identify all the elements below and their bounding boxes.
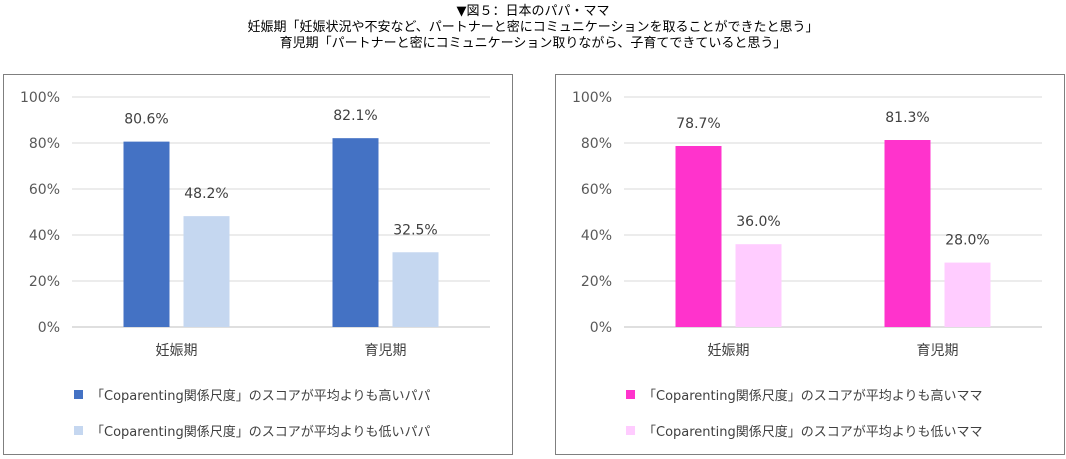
legend-item-low-papa: 「Coparenting関係尺度」のスコアが平均よりも低いパパ (74, 421, 431, 440)
y-tick-label: 100% (572, 90, 612, 106)
x-category-label: 育児期 (917, 343, 959, 359)
y-tick-label: 40% (581, 228, 612, 244)
y-tick-label: 60% (581, 182, 612, 198)
y-tick-label: 20% (581, 274, 612, 290)
bar (735, 244, 782, 327)
data-label: 80.6% (124, 112, 168, 128)
y-tick-label: 40% (29, 228, 60, 244)
chart-panel-mama: 0% 20% 40% 60% 80% 100% 78.7% 36.0% 妊娠期 81.3% 28.0… (555, 74, 1065, 455)
legend-swatch (74, 390, 83, 399)
legend-swatch (626, 426, 635, 435)
y-tick-label: 80% (29, 136, 60, 152)
title-line-2: 妊娠期「妊娠状況や不安など、パートナーと密にコミュニケーションを取ることができた… (247, 20, 819, 35)
bar (944, 262, 991, 327)
data-label: 48.2% (184, 186, 228, 202)
bar (884, 140, 931, 327)
y-tick-label: 0% (38, 320, 60, 336)
legend-swatch (74, 426, 83, 435)
legend-item-high-papa: 「Coparenting関係尺度」のスコアが平均よりも高いパパ (74, 385, 431, 404)
chart-svg-mama: 0% 20% 40% 60% 80% 100% 78.7% 36.0% 妊娠期 81.3% 28.0… (572, 90, 1042, 359)
y-tick-label: 20% (29, 274, 60, 290)
data-label: 78.7% (676, 116, 720, 132)
y-tick-label: 100% (20, 90, 60, 106)
legend-item-high-mama: 「Coparenting関係尺度」のスコアが平均よりも高いママ (626, 385, 983, 404)
data-label: 36.0% (736, 214, 780, 230)
title-line-1: ▼図５：日本のパパ・ママ (456, 4, 610, 19)
data-label: 81.3% (885, 110, 929, 126)
legend-item-low-mama: 「Coparenting関係尺度」のスコアが平均よりも低いママ (626, 421, 983, 440)
figure-title: ▼図５：日本のパパ・ママ 妊娠期「妊娠状況や不安など、パートナーと密にコミュニケ… (0, 4, 1066, 52)
bar (675, 145, 722, 327)
y-tick-label: 60% (29, 182, 60, 198)
y-tick-label: 0% (590, 320, 612, 336)
x-category-label: 妊娠期 (156, 343, 198, 359)
x-category-label: 妊娠期 (708, 343, 750, 359)
legend-label: 「Coparenting関係尺度」のスコアが平均よりも高いママ (643, 389, 983, 404)
data-label: 32.5% (393, 222, 437, 238)
title-line-3: 育児期「パートナーと密にコミュニケーション取りながら、子育てできていると思う」 (279, 36, 787, 51)
legend-label: 「Coparenting関係尺度」のスコアが平均よりも高いパパ (91, 389, 431, 404)
chart-svg-papa: 0% 20% 40% 60% 80% 100% 80.6% 48.2% 妊娠期 82.1% 32.5… (20, 90, 490, 359)
chart-panel-papa: 0% 20% 40% 60% 80% 100% 80.6% 48.2% 妊娠期 82.1% 32.5… (3, 74, 513, 455)
legend-label: 「Coparenting関係尺度」のスコアが平均よりも低いママ (643, 425, 983, 440)
bar (183, 216, 230, 327)
data-label: 82.1% (333, 108, 377, 124)
y-tick-label: 80% (581, 136, 612, 152)
data-label: 28.0% (945, 233, 989, 249)
legend-label: 「Coparenting関係尺度」のスコアが平均よりも低いパパ (91, 425, 431, 440)
x-category-label: 育児期 (365, 343, 407, 359)
bar (332, 138, 379, 327)
bar (392, 252, 439, 327)
legend-swatch (626, 390, 635, 399)
bar (123, 141, 170, 327)
